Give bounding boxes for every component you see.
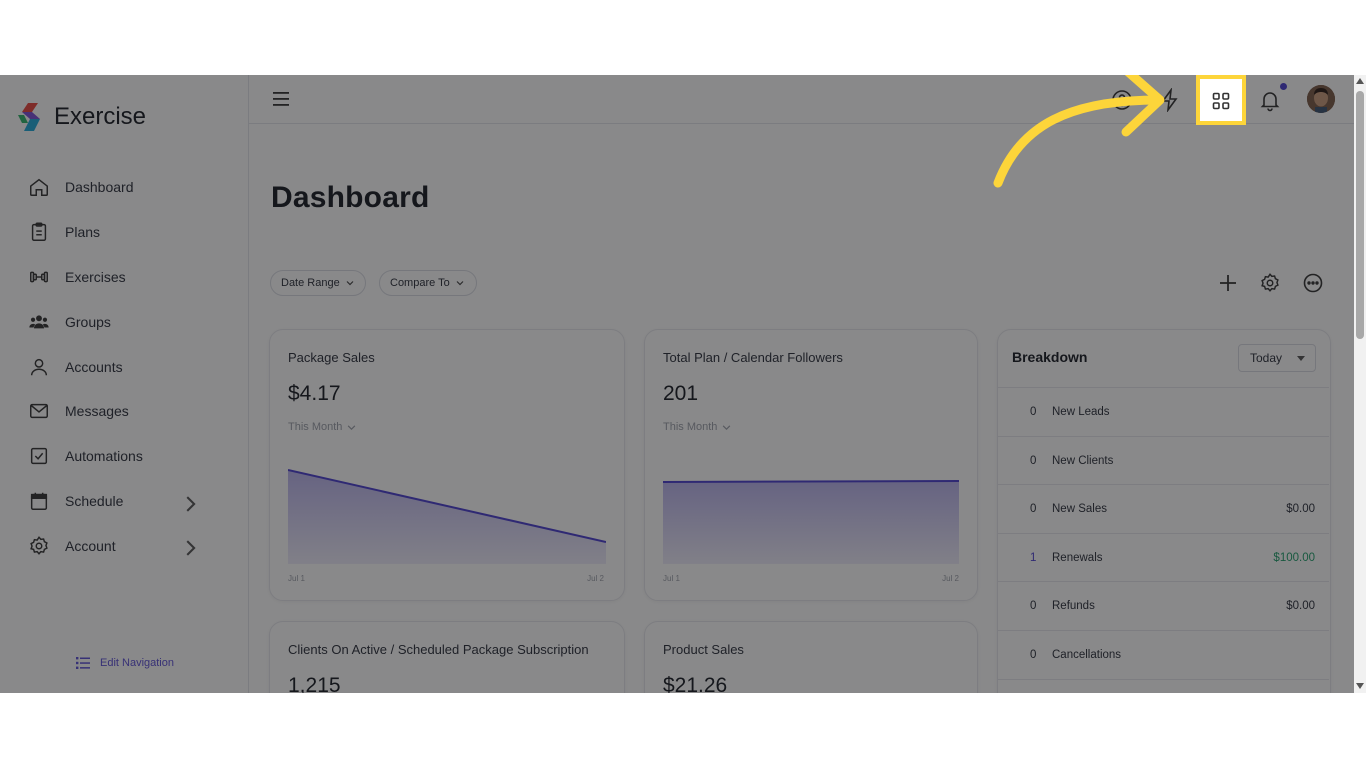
tutorial-arrow-icon	[993, 75, 1165, 188]
grid-icon	[1212, 92, 1230, 110]
apps-grid-button[interactable]	[1196, 75, 1246, 125]
scroll-down-arrow-icon[interactable]	[1356, 683, 1364, 689]
scroll-up-arrow-icon[interactable]	[1356, 78, 1364, 84]
scrollbar[interactable]	[1354, 75, 1366, 693]
app-window: Exercise Dashboard Plans Exercises Group…	[0, 75, 1366, 693]
scroll-thumb[interactable]	[1356, 91, 1364, 339]
